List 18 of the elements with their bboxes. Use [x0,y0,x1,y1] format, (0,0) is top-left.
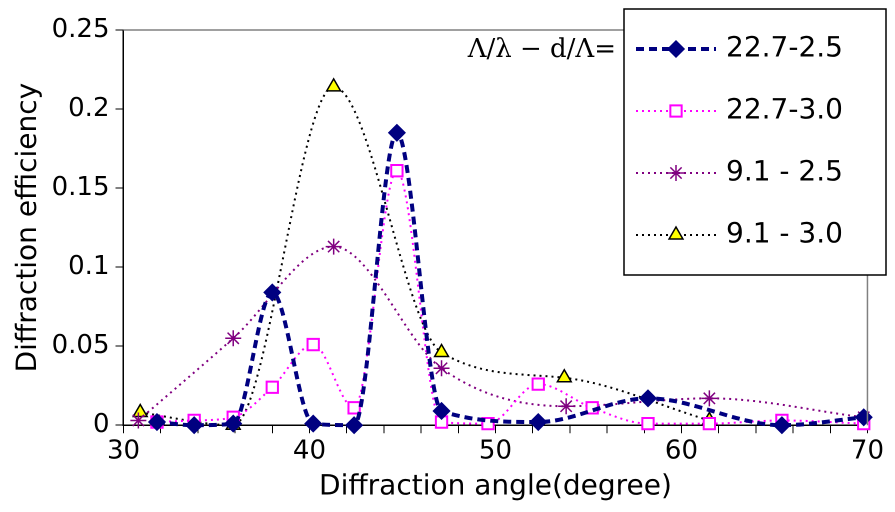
x-tick-label: 70 [850,436,884,466]
x-tick-label: 40 [292,436,326,466]
y-tick-label: 0.1 [68,250,110,281]
annotation: Λ/λ − d/Λ= [466,34,616,64]
legend-label: 9.1 - 3.0 [726,216,843,250]
legend-label: 9.1 - 2.5 [726,154,843,188]
y-axis-title: Diffraction efficiency [10,82,44,372]
x-tick-label: 50 [478,436,512,466]
y-tick-label: 0.05 [52,330,110,360]
x-axis-title: Diffraction angle(degree) [319,468,672,502]
y-tick-label: 0 [92,408,110,439]
y-tick-label: 0.25 [52,14,110,44]
x-tick-label: 60 [664,436,698,466]
y-tick-label: 0.2 [68,92,110,123]
legend-label: 22.7-3.0 [726,92,843,126]
y-tick-label: 0.15 [52,172,110,202]
legend-label: 22.7-2.5 [726,30,843,64]
x-tick-label: 30 [106,436,140,466]
